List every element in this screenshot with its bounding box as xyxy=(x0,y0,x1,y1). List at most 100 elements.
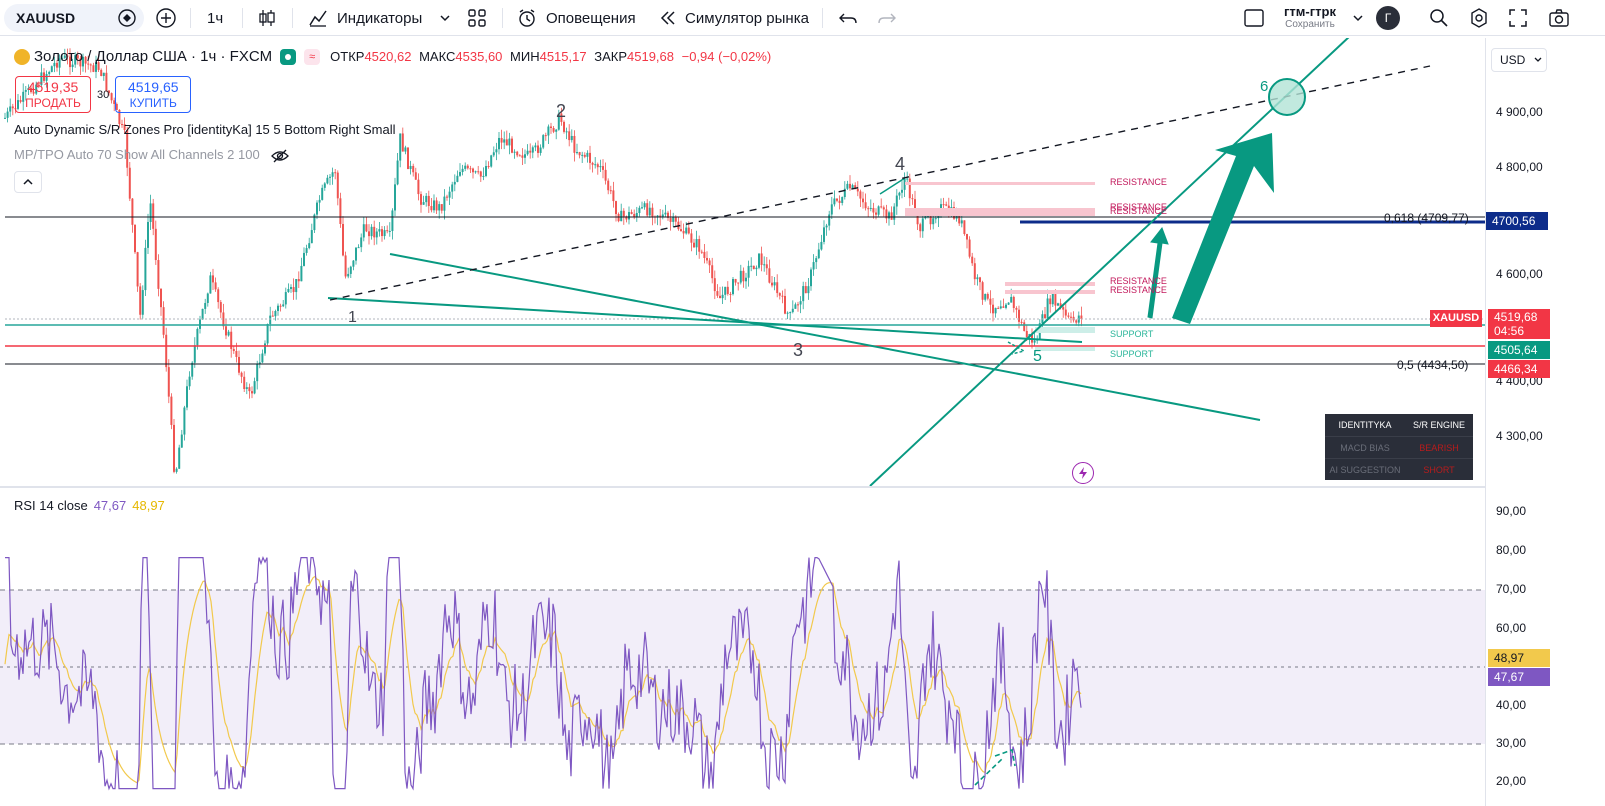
candle-body xyxy=(971,256,974,264)
alerts-button[interactable]: Оповещения xyxy=(516,0,636,36)
candle-body xyxy=(30,88,32,93)
candle-body xyxy=(58,58,61,68)
candle-body xyxy=(149,203,152,222)
buy-button[interactable]: 4519,65 КУПИТЬ xyxy=(115,76,192,113)
rsi-tick: 90,00 xyxy=(1496,504,1527,518)
redo-button[interactable] xyxy=(877,0,897,36)
interval-button[interactable]: 1ч xyxy=(207,9,224,27)
candle-body xyxy=(56,62,58,68)
candle-body xyxy=(724,286,727,295)
candle-body xyxy=(690,233,693,243)
candle-body xyxy=(370,226,373,237)
support-label: SUPPORT xyxy=(1110,329,1154,339)
candle-body xyxy=(745,277,747,282)
candle-body xyxy=(901,189,903,193)
candle-body xyxy=(1012,296,1015,308)
price-axis[interactable] xyxy=(1485,38,1605,806)
eye-off-icon[interactable] xyxy=(271,149,290,163)
dashed-trend-line[interactable] xyxy=(329,65,1431,301)
candle-body xyxy=(880,206,883,208)
candle-body xyxy=(425,195,428,203)
rsi-legend[interactable]: RSI 14 close 47,67 48,97 xyxy=(14,498,165,513)
candle-body xyxy=(438,204,441,211)
candle-body xyxy=(331,172,334,177)
price-tick: 4 800,00 xyxy=(1496,160,1543,174)
candle-body xyxy=(362,224,365,238)
candle-body xyxy=(225,326,227,336)
candle-body xyxy=(823,227,825,242)
pane-separator[interactable] xyxy=(0,486,1485,488)
fullscreen-button[interactable] xyxy=(1508,0,1528,36)
candle-body xyxy=(414,172,417,180)
avatar[interactable]: Г xyxy=(1376,6,1400,30)
target-circle[interactable] xyxy=(1268,78,1306,116)
symbol-search[interactable]: XAUUSD xyxy=(4,4,144,32)
candle-body xyxy=(859,191,862,199)
arrow-up-icon[interactable] xyxy=(1147,226,1169,319)
add-symbol-button[interactable] xyxy=(155,0,177,36)
undo-button[interactable] xyxy=(838,0,858,36)
indicators-dropdown[interactable] xyxy=(438,0,452,36)
trend-line[interactable] xyxy=(879,177,906,195)
chart-container[interactable]: 1 2 3 4 5 6 RESISTANCE RESISTANCE RESIST… xyxy=(0,38,1605,806)
candle-body xyxy=(232,348,235,352)
trend-line[interactable] xyxy=(869,38,1350,486)
legend-title[interactable]: Золото / Доллар США · 1ч · FXCM xyxy=(34,48,273,65)
chart-type-button[interactable] xyxy=(256,0,278,36)
settings-button[interactable] xyxy=(1468,0,1490,36)
candle-body xyxy=(453,181,456,185)
resistance-label: RESISTANCE xyxy=(1110,202,1167,212)
indicator-legend-sr-zones[interactable]: Auto Dynamic S/R Zones Pro [identityKa] … xyxy=(14,122,396,137)
layout-name-button[interactable]: гтм-гтрк Сохранить xyxy=(1280,4,1340,30)
candle-body xyxy=(807,286,810,294)
candle-body xyxy=(628,212,630,220)
snapshot-button[interactable] xyxy=(1548,0,1570,36)
candle-body xyxy=(864,202,867,209)
candle-body xyxy=(934,218,937,220)
candle-body xyxy=(612,190,615,202)
price-pane[interactable] xyxy=(0,38,1485,486)
candle-body xyxy=(347,273,350,277)
arrow-up-icon[interactable] xyxy=(1172,133,1274,324)
candle-body xyxy=(209,275,212,294)
layout-name: гтм-гтрк xyxy=(1284,4,1336,19)
indicator-legend-mp-tpo[interactable]: MP/TPO Auto 70 Show All Channels 2 100 xyxy=(14,147,290,163)
symbol-legend: Золото / Доллар США · 1ч · FXCM ≈ ОТКР45… xyxy=(14,48,771,65)
candle-body xyxy=(477,171,480,173)
candle-body xyxy=(531,147,534,153)
sell-button[interactable]: 4519,35 ПРОДАТЬ xyxy=(15,76,91,113)
trend-line[interactable] xyxy=(327,297,1083,343)
layout-toggle[interactable] xyxy=(1243,0,1265,36)
indicators-button[interactable]: Индикаторы xyxy=(307,0,422,36)
candle-body xyxy=(786,312,789,314)
quick-search-button[interactable] xyxy=(1428,0,1450,36)
candle-body xyxy=(292,287,295,293)
candle-body xyxy=(451,184,454,192)
rsi-pane[interactable] xyxy=(0,488,1485,806)
replay-button[interactable]: Симулятор рынка xyxy=(657,0,809,36)
candle-body xyxy=(219,302,222,313)
wave-icon[interactable]: ≈ xyxy=(304,48,321,65)
candle-body xyxy=(609,190,612,192)
candle-body xyxy=(464,165,467,169)
candle-body xyxy=(960,220,963,224)
resistance-zone xyxy=(905,182,1095,185)
candle-body xyxy=(812,262,815,270)
layouts-button[interactable] xyxy=(467,0,487,36)
layout-menu-button[interactable] xyxy=(1352,0,1364,36)
candle-body xyxy=(378,229,381,232)
currency-button[interactable]: USD xyxy=(1491,48,1547,72)
lightning-icon[interactable] xyxy=(1072,462,1094,484)
trend-line[interactable] xyxy=(389,253,1261,421)
candle-body xyxy=(591,162,594,165)
candle-body xyxy=(235,351,238,357)
candle-body xyxy=(279,305,282,307)
symbol-options-icon[interactable] xyxy=(118,9,136,27)
candle-body xyxy=(474,171,477,173)
candle-body xyxy=(482,175,485,177)
candle-body xyxy=(981,282,984,300)
candle-body xyxy=(966,234,968,240)
collapse-legend-button[interactable] xyxy=(14,171,42,193)
candle-body xyxy=(713,278,716,292)
candle-body xyxy=(846,183,849,189)
